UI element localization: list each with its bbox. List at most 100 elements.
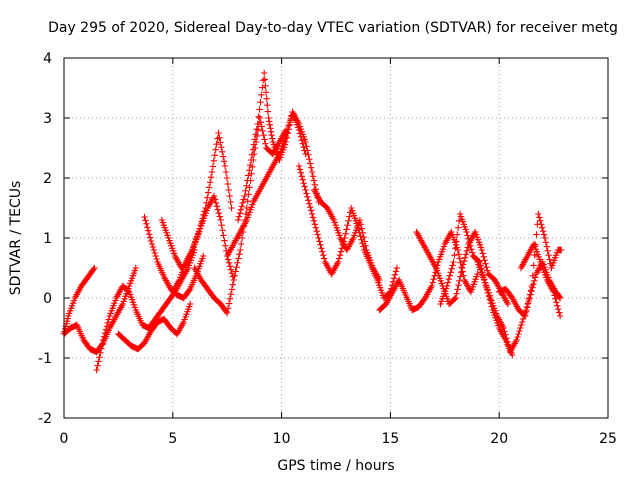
data-point: [240, 196, 247, 203]
data-point: [309, 214, 317, 221]
data-point: [96, 353, 103, 361]
data-point: [212, 199, 220, 207]
x-tick-label: 25: [599, 431, 617, 447]
data-point: [219, 227, 226, 234]
data-point: [151, 249, 158, 257]
data-point: [297, 133, 305, 141]
data-point: [448, 265, 455, 273]
data-point: [222, 242, 229, 249]
data-point: [218, 221, 225, 229]
data-point: [256, 114, 264, 122]
data-point: [299, 140, 306, 147]
data-point: [243, 182, 250, 189]
data-point: [217, 216, 224, 224]
data-point: [536, 214, 543, 221]
data-point: [220, 232, 227, 239]
data-point: [304, 193, 311, 201]
x-tick-labels: 0 5 10 15 20 25: [60, 431, 617, 447]
data-point: [227, 198, 234, 206]
y-tick-label: -2: [38, 411, 52, 427]
data-point: [266, 121, 273, 129]
data-point: [203, 199, 210, 207]
data-points: [60, 69, 565, 374]
data-point: [262, 140, 269, 147]
data-point: [521, 311, 528, 319]
data-point: [358, 225, 366, 232]
data-point: [301, 147, 308, 154]
data-point: [454, 224, 462, 231]
data-point: [264, 101, 271, 109]
data-point: [261, 76, 269, 83]
data-point: [503, 335, 510, 342]
data-point: [449, 262, 456, 269]
data-point: [523, 304, 531, 311]
data-point: [478, 246, 485, 254]
data-point: [284, 125, 292, 133]
data-point: [196, 225, 204, 232]
data-point: [224, 305, 232, 312]
data-point: [454, 286, 461, 293]
data-point: [518, 321, 525, 329]
data-point: [241, 192, 248, 200]
data-point: [145, 227, 152, 234]
data-point: [238, 234, 246, 242]
data-point: [224, 180, 232, 188]
data-point: [200, 252, 207, 260]
data-point: [357, 221, 365, 228]
data-point: [300, 179, 307, 187]
data-point: [474, 270, 481, 278]
data-point: [306, 160, 314, 167]
data-point: [456, 277, 463, 285]
data-point: [481, 257, 488, 264]
data-point: [251, 136, 259, 143]
data-point: [315, 234, 322, 242]
data-point: [452, 294, 459, 302]
data-point: [504, 300, 512, 308]
data-point: [311, 181, 319, 189]
data-point: [342, 230, 349, 237]
data-point: [554, 302, 561, 309]
data-point: [269, 135, 276, 142]
data-point: [301, 183, 308, 190]
grid: [64, 58, 608, 418]
data-point: [242, 187, 249, 195]
data-point: [542, 239, 550, 246]
data-point: [302, 150, 309, 158]
data-point: [312, 224, 319, 231]
data-point: [463, 247, 471, 255]
data-point: [186, 287, 193, 294]
data-point: [98, 345, 105, 352]
data-point: [525, 295, 533, 303]
data-point: [444, 279, 452, 286]
data-point: [97, 349, 104, 357]
data-point: [258, 91, 265, 99]
x-tick-label: 10: [273, 431, 291, 447]
data-point: [225, 300, 233, 307]
data-point: [227, 266, 235, 273]
data-point: [236, 251, 243, 258]
data-point: [146, 234, 154, 241]
data-point: [522, 312, 529, 320]
data-point: [480, 253, 487, 261]
data-point: [479, 250, 486, 257]
data-point: [103, 323, 111, 330]
data-point: [307, 164, 315, 171]
y-tick-label: 1: [43, 231, 52, 247]
data-point: [303, 143, 310, 150]
data-point: [309, 173, 317, 180]
data-point: [217, 139, 224, 146]
series-track-17: [496, 210, 565, 320]
data-point: [464, 232, 471, 239]
data-point: [546, 256, 553, 263]
data-point: [105, 316, 112, 323]
data-point: [263, 95, 270, 102]
data-point: [453, 238, 460, 245]
data-point: [199, 215, 206, 222]
data-point: [295, 126, 303, 134]
data-point: [258, 123, 265, 130]
data-point: [259, 127, 266, 135]
data-point: [298, 137, 306, 144]
data-point: [345, 217, 352, 225]
data-point: [104, 319, 112, 327]
